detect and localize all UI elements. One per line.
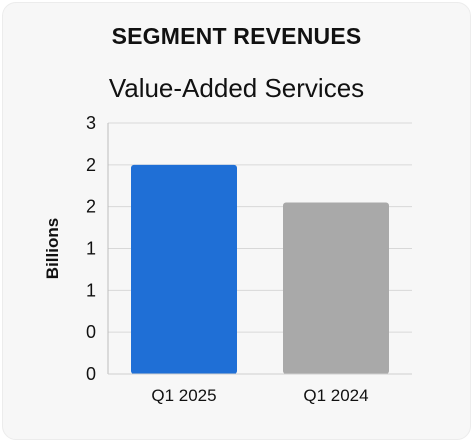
y-tick-label: 1: [86, 280, 96, 300]
y-axis-label: Billions: [43, 218, 62, 279]
y-tick-label: 3: [86, 113, 96, 133]
y-tick-label: 0: [86, 322, 96, 342]
y-tick-label: 1: [86, 239, 96, 259]
chart-title: SEGMENT REVENUES: [111, 23, 362, 49]
x-tick-label: Q1 2025: [151, 386, 216, 405]
y-tick-label: 0: [86, 364, 96, 384]
y-tick-label: 2: [86, 155, 96, 175]
chart-subtitle: Value-Added Services: [108, 73, 365, 103]
y-tick-label: 2: [86, 197, 96, 217]
x-tick-label: Q1 2024: [303, 386, 368, 405]
bar: [131, 164, 237, 374]
bar: [283, 202, 389, 374]
